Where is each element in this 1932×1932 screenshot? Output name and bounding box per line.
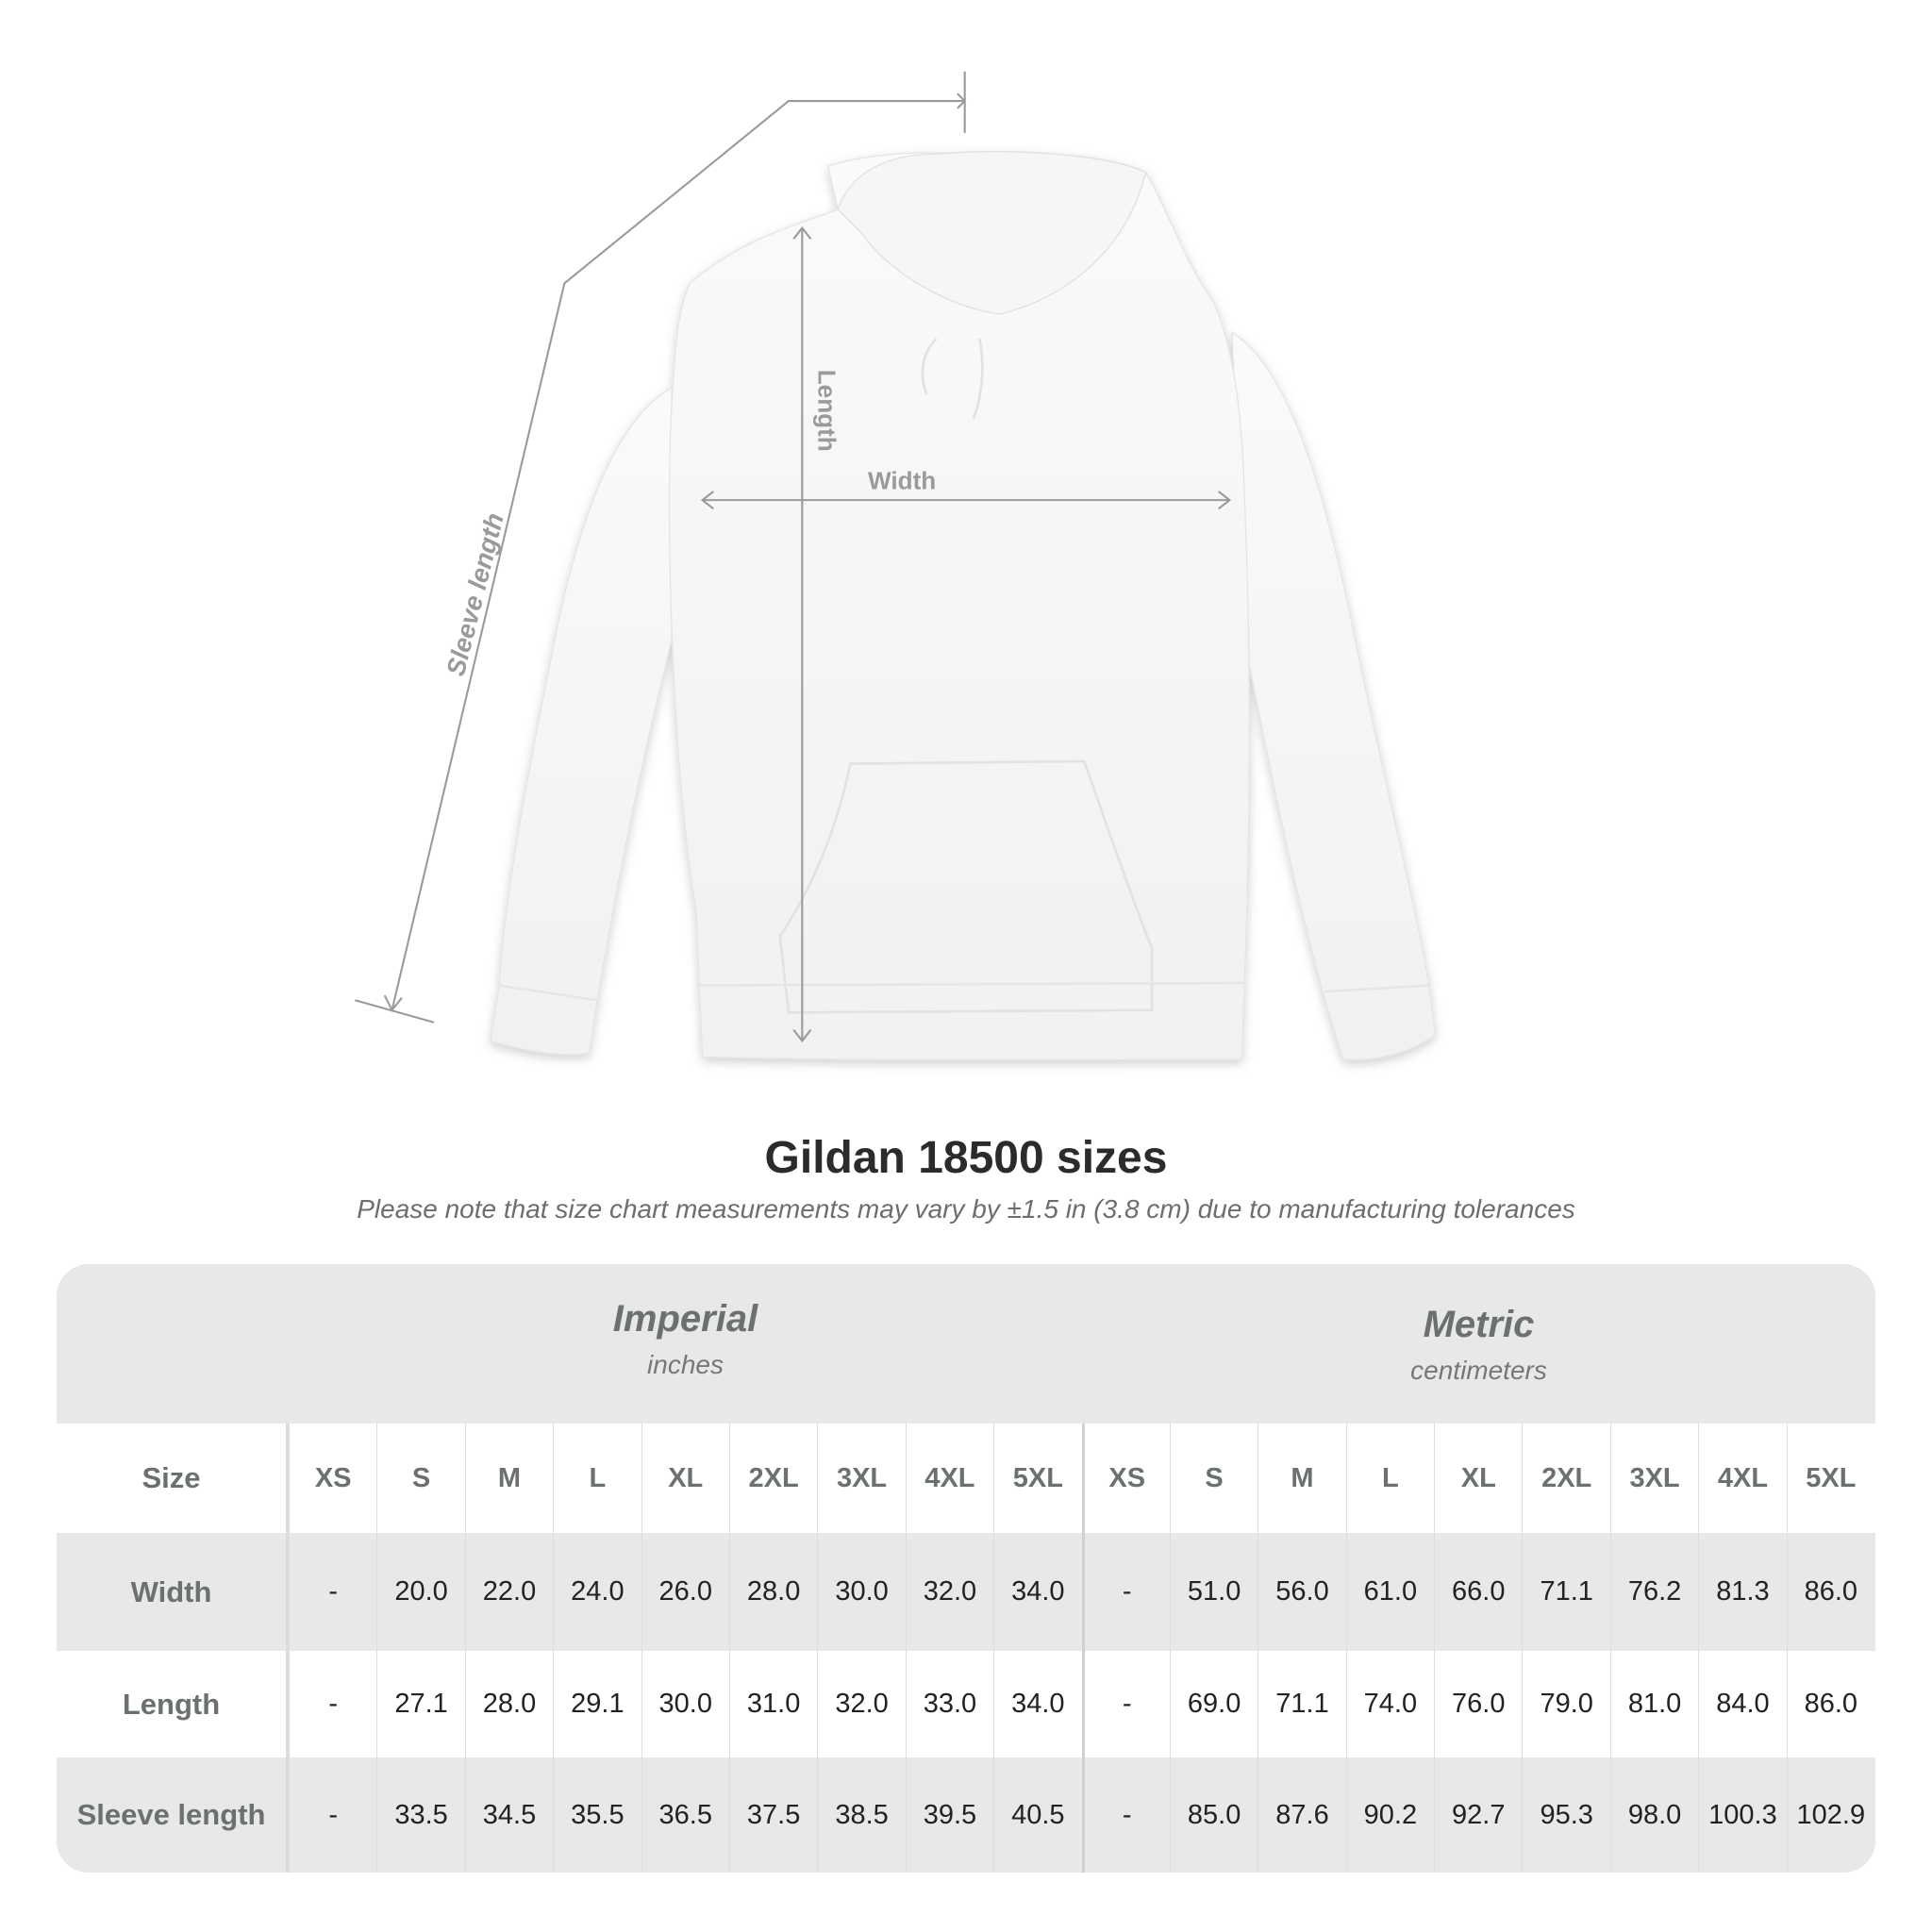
hoodie-diagram: Length Width Sleeve length (355, 71, 1437, 1061)
metric-value-cell: 90.2 (1345, 1757, 1434, 1873)
imperial-value-cell: 29.1 (553, 1651, 641, 1757)
imperial-size-4xl: 4XL (905, 1424, 993, 1533)
metric-size-l: L (1345, 1424, 1434, 1533)
metric-value-cell: 76.2 (1609, 1533, 1698, 1651)
imperial-value-cell: 32.0 (905, 1533, 993, 1651)
imperial-size-s: S (376, 1424, 464, 1533)
metric-size-2xl: 2XL (1522, 1424, 1609, 1533)
imperial-title: Imperial (612, 1298, 758, 1340)
table-row: Sleeve length -33.5 34.5 35.5 36.5 37.5 38.5 39… (57, 1757, 1875, 1873)
imperial-value-cell: 40.5 (993, 1757, 1081, 1873)
metric-value-cell: 92.7 (1434, 1757, 1522, 1873)
imperial-value-cell: - (289, 1651, 376, 1757)
imperial-value-cell: 33.5 (376, 1757, 464, 1873)
metric-value-cell: 56.0 (1257, 1533, 1345, 1651)
imperial-unit: inches (647, 1350, 724, 1379)
imperial-value-cell: 31.0 (728, 1651, 817, 1757)
metric-value-cell: 74.0 (1345, 1651, 1434, 1757)
imperial-value-cell: 24.0 (553, 1533, 641, 1651)
imperial-value-cell: 32.0 (817, 1651, 905, 1757)
imperial-value-cell: 38.5 (817, 1757, 905, 1873)
metric-value-cell: 84.0 (1698, 1651, 1786, 1757)
metric-size-xs: XS (1081, 1424, 1170, 1533)
imperial-value-cell: 30.0 (817, 1533, 905, 1651)
imperial-value-cell: 30.0 (641, 1651, 729, 1757)
imperial-value-cell: 20.0 (376, 1533, 464, 1651)
imperial-value-cell: 33.0 (905, 1651, 993, 1757)
imperial-value-cell: 34.5 (464, 1757, 553, 1873)
metric-size-m: M (1257, 1424, 1345, 1533)
imperial-size-3xl: 3XL (817, 1424, 905, 1533)
imperial-size-m: M (464, 1424, 553, 1533)
imperial-size-xl: XL (641, 1424, 729, 1533)
row-label: Sleeve length (57, 1757, 289, 1873)
metric-size-xl: XL (1434, 1424, 1522, 1533)
size-header-label: Size (57, 1424, 289, 1533)
imperial-value-cell: 39.5 (905, 1757, 993, 1873)
imperial-size-xs: XS (289, 1424, 376, 1533)
metric-header: Metric centimeters (1082, 1264, 1875, 1463)
imperial-value-cell: 34.0 (993, 1651, 1081, 1757)
metric-value-cell: 86.0 (1786, 1533, 1874, 1651)
imperial-header: Imperial inches (289, 1264, 1082, 1457)
metric-value-cell: 69.0 (1169, 1651, 1257, 1757)
imperial-value-cell: 34.0 (993, 1533, 1081, 1651)
size-table: Imperial inches Metric centimeters Size X… (57, 1264, 1875, 1873)
imperial-value-cell: 22.0 (464, 1533, 553, 1651)
metric-value-cell: - (1081, 1533, 1170, 1651)
imperial-size-5xl: 5XL (993, 1424, 1081, 1533)
length-label: Length (812, 370, 841, 452)
metric-size-4xl: 4XL (1698, 1424, 1786, 1533)
imperial-value-cell: 27.1 (376, 1651, 464, 1757)
imperial-value-cell: 37.5 (728, 1757, 817, 1873)
length-arrow (792, 225, 812, 1043)
row-label: Width (57, 1533, 289, 1651)
imperial-value-cell: 26.0 (641, 1533, 729, 1651)
metric-value-cell: 76.0 (1434, 1651, 1522, 1757)
hoodie-image (490, 151, 1437, 1061)
tolerance-note: Please note that size chart measurements… (357, 1194, 1575, 1224)
imperial-value-cell: 35.5 (553, 1757, 641, 1873)
metric-size-3xl: 3XL (1609, 1424, 1698, 1533)
imperial-value-cell: - (289, 1533, 376, 1651)
metric-value-cell: - (1081, 1651, 1170, 1757)
metric-value-cell: 66.0 (1434, 1533, 1522, 1651)
metric-value-cell: 85.0 (1169, 1757, 1257, 1873)
metric-unit: centimeters (1410, 1356, 1547, 1385)
imperial-size-2xl: 2XL (728, 1424, 817, 1533)
imperial-value-cell: - (289, 1757, 376, 1873)
row-label: Length (57, 1651, 289, 1757)
metric-value-cell: 71.1 (1257, 1651, 1345, 1757)
metric-value-cell: 81.3 (1698, 1533, 1786, 1651)
metric-value-cell: 51.0 (1169, 1533, 1257, 1651)
metric-value-cell: - (1081, 1757, 1170, 1873)
metric-value-cell: 86.0 (1786, 1651, 1874, 1757)
metric-value-cell: 71.1 (1522, 1533, 1609, 1651)
table-row: Length -27.1 28.0 29.1 30.0 31.0 32.0 33.0 34.0-… (57, 1651, 1875, 1757)
metric-value-cell: 102.9 (1786, 1757, 1874, 1873)
metric-size-5xl: 5XL (1786, 1424, 1874, 1533)
metric-value-cell: 100.3 (1698, 1757, 1786, 1873)
metric-value-cell: 61.0 (1345, 1533, 1434, 1651)
imperial-size-l: L (553, 1424, 641, 1533)
chart-title: Gildan 18500 sizes (764, 1133, 1168, 1183)
width-label: Width (868, 466, 936, 494)
metric-value-cell: 95.3 (1522, 1757, 1609, 1873)
imperial-value-cell: 28.0 (728, 1533, 817, 1651)
size-row: Size XS S M L XL 2XL 3XL 4XL 5XL XS S M L XL 2XL 3XL 4XL 5… (57, 1424, 1875, 1533)
metric-value-cell: 81.0 (1609, 1651, 1698, 1757)
metric-size-s: S (1169, 1424, 1257, 1533)
imperial-value-cell: 28.0 (464, 1651, 553, 1757)
metric-value-cell: 79.0 (1522, 1651, 1609, 1757)
imperial-value-cell: 36.5 (641, 1757, 729, 1873)
width-arrow (700, 491, 1232, 510)
table-row: Width -20.0 22.0 24.0 26.0 28.0 30.0 32.0 34.0-5… (57, 1533, 1875, 1651)
sleeve-length-label: Sleeve length (441, 510, 509, 679)
metric-value-cell: 87.6 (1257, 1757, 1345, 1873)
metric-value-cell: 98.0 (1609, 1757, 1698, 1873)
measurement-lines (355, 71, 1232, 1043)
sleeve-length-line (391, 100, 965, 1010)
metric-title: Metric (1423, 1304, 1535, 1345)
